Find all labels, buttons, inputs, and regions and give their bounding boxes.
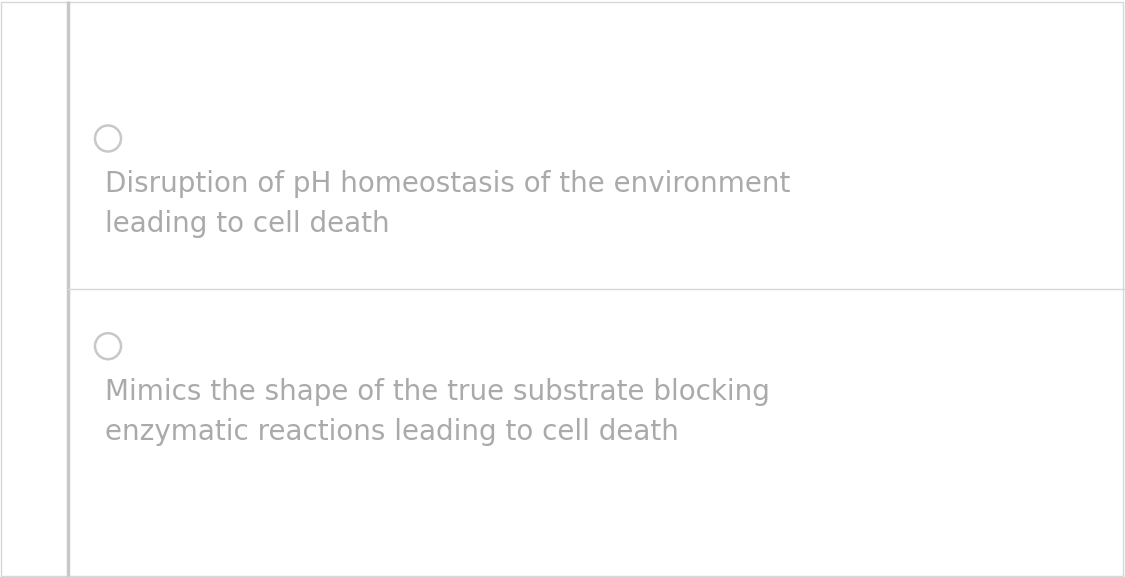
Text: Mimics the shape of the true substrate blocking: Mimics the shape of the true substrate b… <box>105 378 770 406</box>
Text: Disruption of pH homeostasis of the environment: Disruption of pH homeostasis of the envi… <box>105 170 791 198</box>
Text: leading to cell death: leading to cell death <box>105 211 389 238</box>
Text: enzymatic reactions leading to cell death: enzymatic reactions leading to cell deat… <box>105 418 678 446</box>
